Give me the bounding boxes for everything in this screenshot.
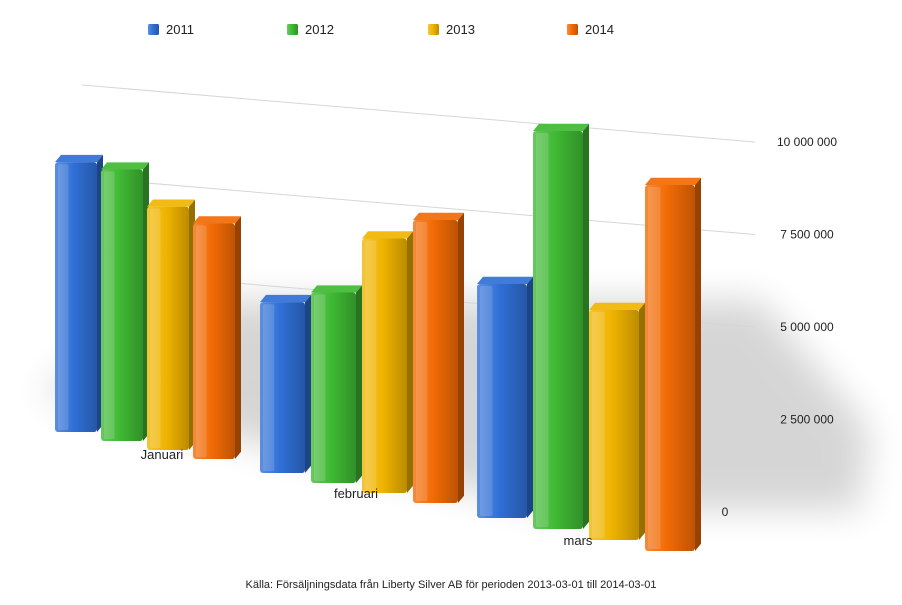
legend-swatch bbox=[567, 24, 578, 35]
legend-label: 2011 bbox=[166, 22, 194, 37]
bar-2014-februari bbox=[413, 212, 464, 504]
bars bbox=[55, 123, 701, 552]
y-tick-label: 2 500 000 bbox=[780, 413, 834, 427]
legend-label: 2012 bbox=[305, 22, 334, 37]
legend-item-2014: 2014 bbox=[567, 22, 614, 37]
bar-2014-Januari bbox=[193, 216, 241, 459]
legend-item-2013: 2013 bbox=[428, 22, 475, 37]
legend: 2011 2012 2013 2014 bbox=[148, 22, 614, 37]
gridline bbox=[81, 84, 756, 143]
bar-2011-februari bbox=[260, 294, 311, 473]
category-label: mars bbox=[564, 533, 593, 548]
y-axis-ticks: 10 000 000 7 500 000 5 000 000 2 500 000 0 bbox=[722, 135, 838, 519]
y-tick-label: 5 000 000 bbox=[780, 320, 834, 334]
category-label: februari bbox=[334, 486, 378, 501]
bar-2011-mars bbox=[477, 276, 533, 518]
legend-swatch bbox=[428, 24, 439, 35]
legend-swatch bbox=[287, 24, 298, 35]
source-note: Källa: Försäljningsdata från Liberty Sil… bbox=[246, 579, 657, 591]
gridline bbox=[81, 177, 756, 235]
y-tick-label: 7 500 000 bbox=[780, 228, 834, 242]
x-axis-categories: Januari februari mars bbox=[141, 447, 593, 548]
y-tick-label: 0 bbox=[722, 505, 729, 519]
legend-swatch bbox=[148, 24, 159, 35]
bar-2012-februari bbox=[311, 285, 362, 483]
legend-item-2012: 2012 bbox=[287, 22, 334, 37]
bar-2013-februari bbox=[362, 231, 413, 493]
legend-label: 2013 bbox=[446, 22, 475, 37]
category-label: Januari bbox=[141, 447, 184, 462]
y-tick-label: 10 000 000 bbox=[777, 135, 837, 149]
bar-2011-Januari bbox=[55, 154, 103, 433]
bar-2012-Januari bbox=[101, 162, 149, 442]
bar-2013-mars bbox=[589, 302, 645, 540]
bar-2014-mars bbox=[645, 177, 701, 552]
legend-item-2011: 2011 bbox=[148, 22, 194, 37]
bar-2013-Januari bbox=[147, 199, 195, 450]
bar-2012-mars bbox=[533, 123, 589, 530]
legend-label: 2014 bbox=[585, 22, 614, 37]
